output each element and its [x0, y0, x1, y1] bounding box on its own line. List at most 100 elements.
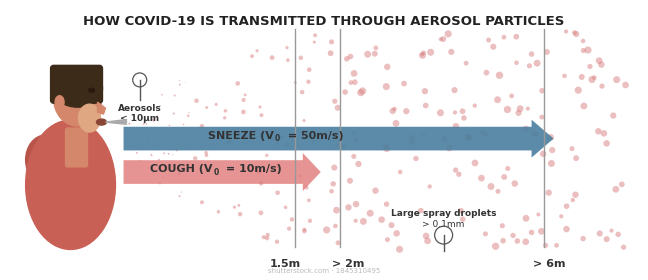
- Point: [464, 135, 474, 140]
- Point: [444, 146, 454, 150]
- Point: [332, 106, 343, 110]
- Point: [281, 205, 291, 210]
- Point: [376, 217, 387, 222]
- Point: [571, 156, 581, 160]
- Point: [229, 205, 240, 209]
- Point: [381, 84, 391, 89]
- Ellipse shape: [89, 88, 95, 92]
- Point: [537, 229, 547, 234]
- Point: [523, 106, 533, 111]
- Point: [559, 74, 570, 78]
- Point: [174, 194, 185, 198]
- Text: > 2m: > 2m: [332, 259, 364, 269]
- Text: SNEEZE (V: SNEEZE (V: [208, 131, 274, 141]
- Point: [524, 64, 535, 68]
- Point: [389, 107, 400, 111]
- Point: [290, 80, 301, 85]
- Point: [190, 156, 200, 160]
- FancyBboxPatch shape: [51, 65, 102, 103]
- Point: [328, 182, 338, 186]
- Point: [511, 34, 522, 39]
- Point: [174, 171, 185, 176]
- Point: [155, 104, 165, 108]
- Point: [283, 58, 293, 62]
- Point: [457, 109, 468, 113]
- FancyArrow shape: [124, 153, 321, 191]
- Point: [422, 239, 433, 243]
- Point: [486, 184, 496, 189]
- Point: [170, 93, 180, 98]
- Text: = 50m/s): = 50m/s): [284, 131, 343, 141]
- Point: [341, 57, 352, 61]
- Point: [309, 40, 319, 44]
- Point: [470, 103, 480, 108]
- Point: [310, 33, 320, 38]
- Point: [207, 142, 218, 146]
- Point: [256, 211, 266, 215]
- Point: [299, 227, 310, 232]
- Point: [492, 97, 503, 102]
- Point: [583, 48, 593, 52]
- Point: [483, 38, 494, 42]
- Point: [443, 32, 454, 36]
- Text: < 10μm: < 10μm: [120, 114, 159, 123]
- Point: [135, 159, 145, 164]
- Point: [172, 172, 183, 177]
- Point: [478, 130, 488, 135]
- Point: [547, 148, 557, 152]
- Point: [561, 227, 572, 231]
- Point: [365, 211, 375, 216]
- Point: [338, 144, 349, 149]
- Point: [607, 228, 617, 233]
- Point: [450, 168, 461, 172]
- Point: [152, 143, 162, 148]
- Point: [197, 124, 207, 128]
- Point: [470, 161, 480, 165]
- Point: [143, 134, 153, 139]
- Point: [551, 243, 562, 248]
- Point: [561, 29, 572, 34]
- Point: [257, 113, 267, 117]
- Point: [262, 236, 272, 241]
- Point: [459, 116, 469, 120]
- Point: [499, 175, 509, 179]
- Text: > 0.1mm: > 0.1mm: [422, 220, 465, 229]
- Point: [124, 122, 135, 126]
- Point: [272, 190, 283, 195]
- Point: [561, 204, 572, 208]
- Point: [299, 229, 310, 233]
- Point: [295, 55, 306, 60]
- Point: [532, 61, 542, 66]
- Point: [597, 84, 607, 88]
- Ellipse shape: [26, 120, 115, 249]
- Point: [513, 111, 524, 115]
- Point: [370, 188, 380, 193]
- Point: [358, 89, 368, 93]
- Point: [303, 80, 314, 84]
- Point: [380, 144, 391, 148]
- Point: [608, 113, 618, 118]
- Point: [255, 105, 265, 109]
- Point: [573, 88, 583, 92]
- Point: [556, 214, 566, 219]
- Point: [371, 46, 381, 50]
- Point: [351, 138, 362, 143]
- Text: HOW COVID-19 IS TRANSMITTED THROUGH AEROSOL PARTICLES: HOW COVID-19 IS TRANSMITTED THROUGH AERO…: [84, 15, 564, 28]
- Point: [417, 53, 428, 58]
- Point: [356, 90, 366, 95]
- Point: [174, 78, 185, 83]
- Text: 1.5m: 1.5m: [270, 259, 301, 269]
- Point: [596, 62, 607, 67]
- Point: [325, 51, 336, 55]
- Point: [578, 39, 588, 43]
- Point: [172, 148, 182, 153]
- Point: [141, 122, 152, 126]
- Point: [599, 131, 609, 136]
- Point: [235, 212, 246, 216]
- Point: [521, 127, 531, 131]
- Point: [570, 192, 581, 197]
- Point: [421, 234, 432, 238]
- Point: [415, 208, 426, 213]
- Point: [159, 151, 169, 156]
- Point: [388, 109, 398, 113]
